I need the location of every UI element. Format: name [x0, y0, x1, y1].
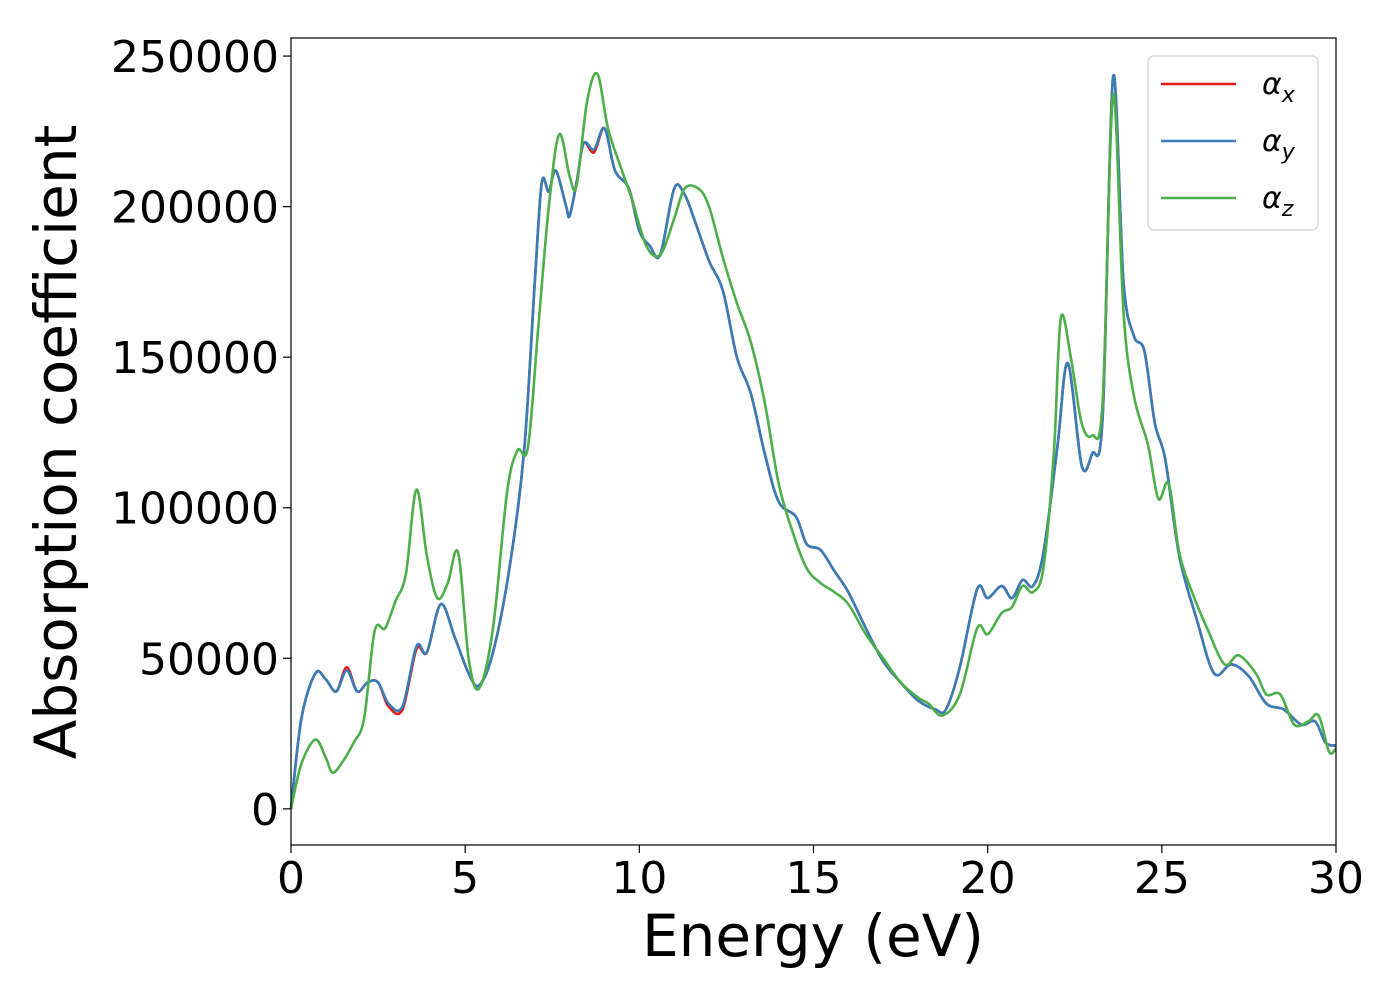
x-tick-label: 0 — [277, 853, 305, 904]
x-tick-label: 15 — [786, 853, 842, 904]
x-tick-label: 30 — [1308, 853, 1364, 904]
x-tick-label: 10 — [611, 853, 667, 904]
y-axis-ticks: 0 50000 100000 150000 200000 250000 — [111, 32, 291, 836]
y-tick-label: 50000 — [139, 634, 279, 685]
x-axis-ticks: 0 5 10 15 20 25 30 — [277, 845, 1364, 904]
y-tick-label: 150000 — [111, 333, 279, 384]
series-line-z — [289, 71, 1337, 810]
series-line-y — [289, 73, 1337, 810]
y-tick-label: 250000 — [111, 32, 279, 83]
y-axis-title: Absorption coefficient — [22, 125, 90, 760]
x-tick-label: 5 — [451, 853, 479, 904]
y-tick-label: 0 — [251, 785, 279, 836]
y-tick-label: 200000 — [111, 183, 279, 234]
legend-box — [1147, 55, 1319, 231]
x-tick-label: 25 — [1134, 853, 1190, 904]
x-tick-label: 20 — [960, 853, 1016, 904]
x-axis-title: Energy (eV) — [642, 902, 984, 970]
series-lines — [289, 71, 1337, 810]
y-tick-label: 100000 — [111, 484, 279, 535]
